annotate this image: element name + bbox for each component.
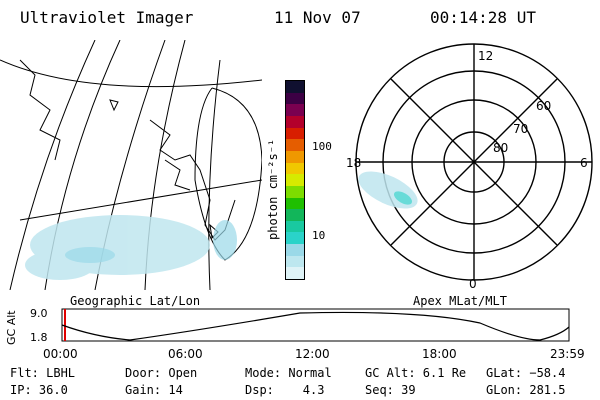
- mlt-label-0: 0: [469, 277, 477, 290]
- colorbar-tick-100: 100: [312, 140, 332, 153]
- glat-value: GLat: −58.4: [486, 366, 566, 380]
- x-tick-0600: 06:00: [168, 347, 203, 361]
- colorbar-segment: [286, 139, 304, 151]
- colorbar-segment: [286, 174, 304, 186]
- polar-plot: 12 6 0 18 60 70 80: [346, 43, 593, 290]
- apex-label: Apex MLat/MLT: [413, 294, 507, 308]
- aurora-emission: [25, 215, 210, 280]
- colorbar-segment: [286, 197, 304, 210]
- geographic-label: Geographic Lat/Lon: [70, 294, 201, 308]
- x-tick-2359: 23:59: [550, 347, 585, 361]
- coastline: [19, 59, 61, 161]
- colorbar-segment: [286, 267, 304, 279]
- colorbar-segment: [286, 116, 304, 128]
- instrument-title: Ultraviolet Imager: [20, 8, 194, 27]
- gc-alt-value: GC Alt: 6.1 Re: [365, 366, 467, 380]
- dsp-value: Dsp: 4.3: [245, 383, 325, 397]
- altitude-plot: 9.0 1.8 GC Alt 00:00 06:00 12:00 18:00 2…: [5, 307, 585, 361]
- meridian-line: [9, 40, 96, 290]
- gc-alt-axis-label: GC Alt: [5, 310, 18, 345]
- polar-diagonal: [390, 78, 558, 246]
- glon-value: GLon: 281.5: [486, 383, 566, 397]
- colorbar-segment: [286, 127, 304, 140]
- colorbar-segment: [286, 255, 304, 268]
- ip-value: IP: 36.0: [10, 383, 68, 397]
- x-tick-1800: 18:00: [422, 347, 457, 361]
- flt-value: Flt: LBHL: [10, 366, 76, 380]
- meridian-line: [208, 59, 221, 290]
- lat-label-80: 80: [493, 141, 508, 155]
- mlt-label-18: 18: [346, 156, 361, 170]
- colorbar-segment: [286, 220, 304, 233]
- geographic-map: [0, 40, 262, 290]
- seq-value: Seq: 39: [365, 383, 416, 397]
- lat-label-70: 70: [513, 122, 528, 136]
- colorbar-segment: [286, 81, 304, 93]
- date-label: 11 Nov 07: [274, 8, 361, 27]
- colorbar-segment: [286, 162, 304, 175]
- y-tick-9: 9.0: [30, 307, 48, 320]
- colorbar-segment: [286, 150, 304, 163]
- colorbar-unit-label: photon cm⁻²s⁻¹: [266, 138, 280, 240]
- colorbar-segment: [286, 209, 304, 221]
- lat-label-60: 60: [536, 99, 551, 113]
- colorbar-segment: [286, 185, 304, 198]
- latitude-line: [19, 179, 262, 221]
- colorbar-segment: [286, 92, 304, 105]
- island: [109, 99, 119, 112]
- mlt-label-12: 12: [478, 49, 493, 63]
- door-value: Door: Open: [125, 366, 198, 380]
- mode-value: Mode: Normal: [245, 366, 332, 380]
- colorbar-segment: [286, 104, 304, 117]
- colorbar-tick-10: 10: [312, 229, 326, 242]
- coastline: [164, 159, 191, 191]
- gain-value: Gain: 14: [125, 383, 183, 397]
- y-tick-1.8: 1.8: [30, 331, 48, 344]
- colorbar: [285, 80, 305, 280]
- altitude-curve: [61, 311, 570, 341]
- time-label: 00:14:28 UT: [430, 8, 536, 27]
- colorbar-segment: [286, 244, 304, 256]
- latitude-line: [0, 59, 262, 88]
- colorbar-segment: [286, 232, 304, 245]
- x-tick-0000: 00:00: [43, 347, 78, 361]
- x-tick-1200: 12:00: [295, 347, 330, 361]
- mlt-label-6: 6: [580, 156, 588, 170]
